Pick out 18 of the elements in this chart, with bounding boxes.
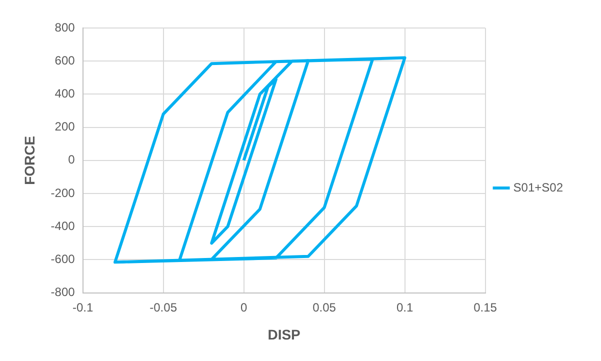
x-tick-label: 0 <box>240 300 248 314</box>
x-axis-title: DISP <box>268 326 300 342</box>
x-tick-label: 0.1 <box>396 300 414 314</box>
y-axis-title: FORCE <box>21 136 38 185</box>
y-tick-label: -800 <box>50 285 76 300</box>
legend-label: S01+S02 <box>513 180 564 194</box>
y-tick-label: -400 <box>50 218 76 233</box>
y-tick-label: -600 <box>50 252 76 266</box>
y-tick-label: 800 <box>54 20 76 34</box>
y-tick-label: 200 <box>54 120 76 134</box>
y-tick-label: -200 <box>50 186 76 200</box>
x-tick-label: -0.05 <box>150 300 178 314</box>
y-tick-label: 400 <box>54 86 76 101</box>
x-tick-label: -0.1 <box>72 300 94 314</box>
y-tick-label: 600 <box>54 53 76 68</box>
y-tick-label: 0 <box>68 152 76 167</box>
x-tick-label: 0.15 <box>474 300 498 314</box>
x-tick-label: 0.05 <box>312 300 336 314</box>
